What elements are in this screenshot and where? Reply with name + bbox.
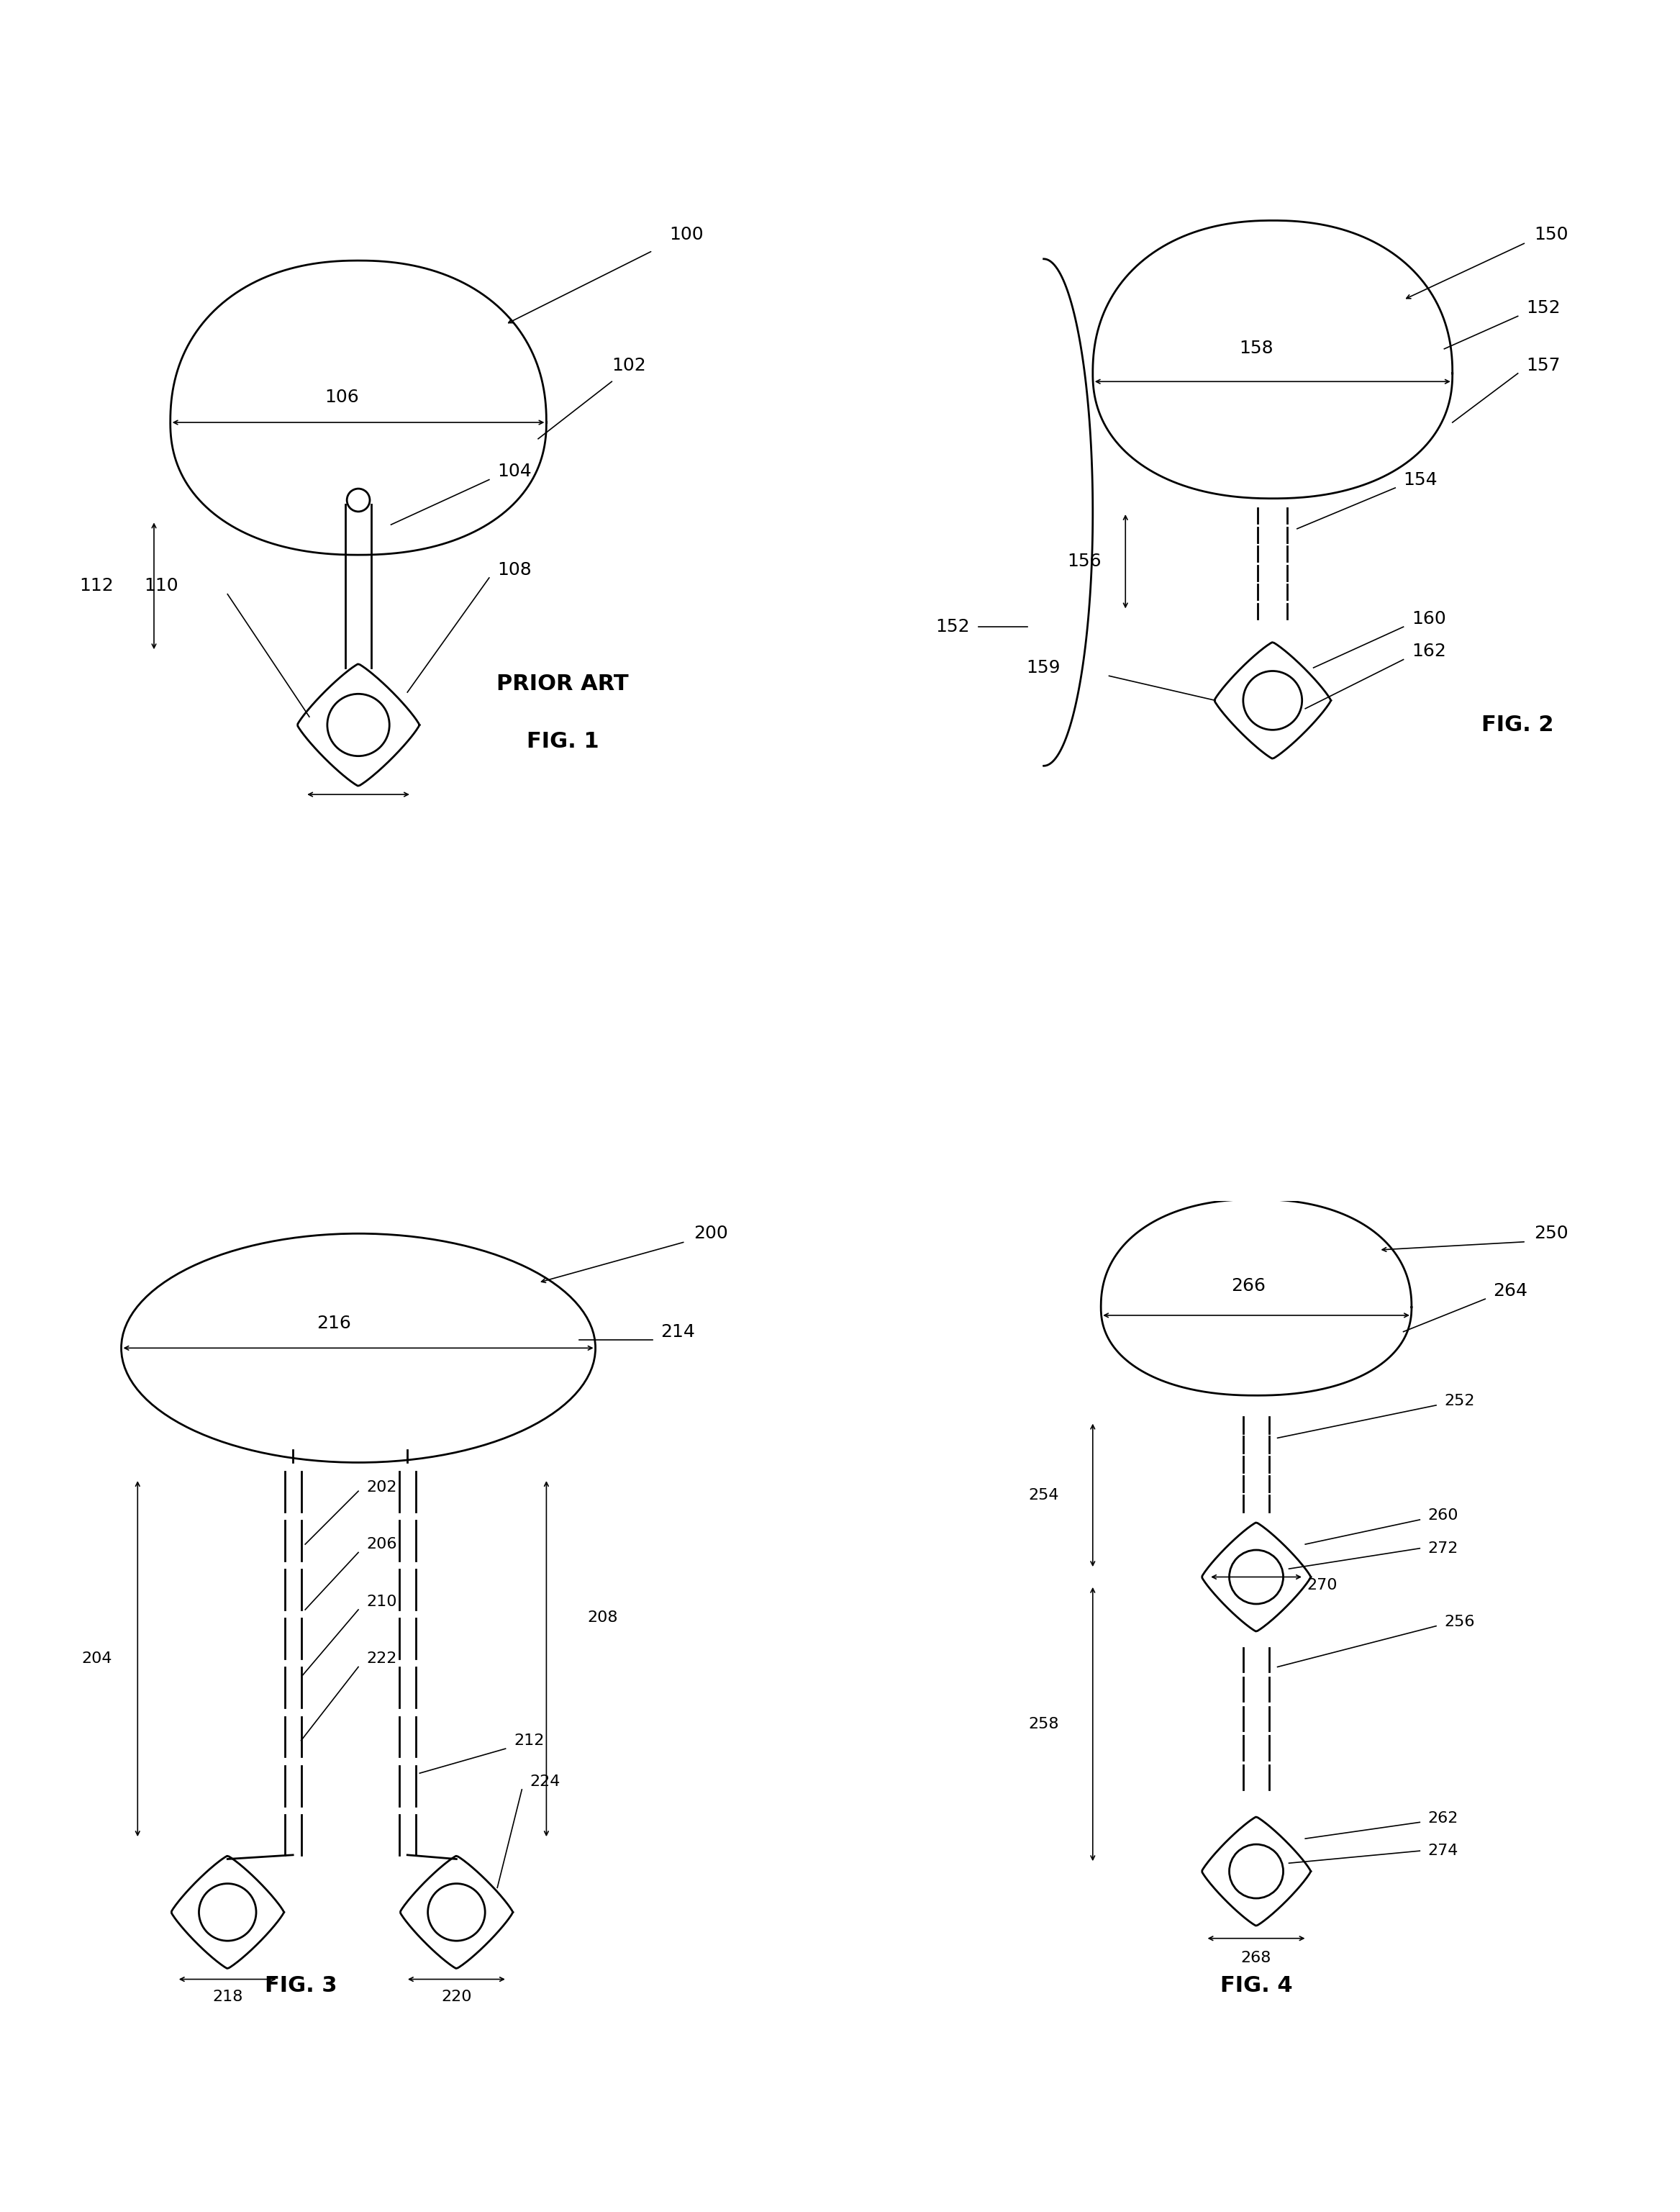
Text: 262: 262 — [1428, 1812, 1458, 1825]
Text: 202: 202 — [366, 1480, 396, 1495]
Text: 100: 100 — [669, 226, 704, 243]
Text: 214: 214 — [660, 1323, 696, 1340]
Text: FIG. 2: FIG. 2 — [1482, 714, 1554, 734]
Text: 108: 108 — [497, 562, 531, 577]
Text: 256: 256 — [1445, 1615, 1475, 1628]
Text: 110: 110 — [144, 577, 178, 595]
Text: 200: 200 — [694, 1225, 727, 1243]
Text: 274: 274 — [1428, 1843, 1458, 1858]
Text: 254: 254 — [1028, 1489, 1058, 1502]
Text: 154: 154 — [1403, 471, 1438, 489]
Text: 266: 266 — [1231, 1279, 1265, 1294]
Text: 222: 222 — [366, 1652, 396, 1666]
Text: 210: 210 — [366, 1595, 396, 1608]
Text: FIG. 3: FIG. 3 — [265, 1975, 338, 1995]
Text: 224: 224 — [529, 1774, 561, 1790]
Text: 272: 272 — [1428, 1542, 1458, 1555]
Text: 106: 106 — [324, 389, 360, 407]
Text: 150: 150 — [1534, 226, 1569, 243]
Text: FIG. 1: FIG. 1 — [526, 730, 600, 752]
Text: 208: 208 — [588, 1610, 618, 1626]
Text: 112: 112 — [79, 577, 114, 595]
Text: 220: 220 — [442, 1991, 472, 2004]
Text: 268: 268 — [1242, 1951, 1272, 1964]
Text: 159: 159 — [1026, 659, 1060, 677]
Text: 157: 157 — [1525, 356, 1561, 374]
Text: 260: 260 — [1428, 1509, 1458, 1522]
Text: 206: 206 — [366, 1537, 396, 1551]
Text: 162: 162 — [1411, 644, 1446, 659]
Text: 158: 158 — [1240, 341, 1273, 356]
Text: 152: 152 — [936, 617, 969, 635]
Text: 212: 212 — [514, 1734, 544, 1747]
Text: 250: 250 — [1534, 1225, 1569, 1243]
Text: 218: 218 — [212, 1991, 244, 2004]
Text: PRIOR ART: PRIOR ART — [497, 675, 628, 695]
Text: 160: 160 — [1411, 611, 1446, 628]
Text: 104: 104 — [497, 462, 531, 480]
Text: 270: 270 — [1307, 1577, 1337, 1593]
Text: 102: 102 — [612, 356, 647, 374]
Text: 204: 204 — [81, 1652, 113, 1666]
Text: 152: 152 — [1525, 299, 1561, 316]
Text: 264: 264 — [1494, 1283, 1527, 1298]
Text: 252: 252 — [1445, 1394, 1475, 1409]
Text: 156: 156 — [1067, 553, 1102, 571]
Text: FIG. 4: FIG. 4 — [1220, 1975, 1292, 1995]
Text: 216: 216 — [316, 1314, 351, 1332]
Text: 258: 258 — [1028, 1717, 1058, 1732]
